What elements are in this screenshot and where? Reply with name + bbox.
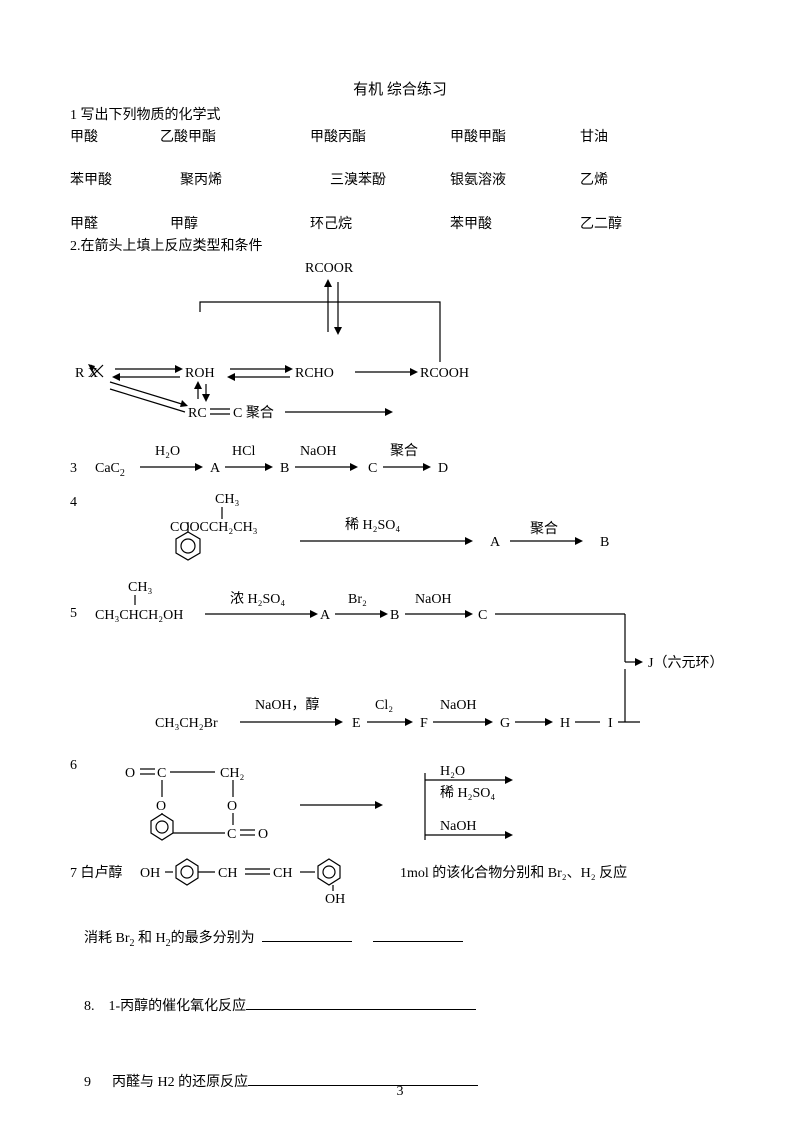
cell: 苯甲酸 xyxy=(450,214,580,236)
svg-text:O: O xyxy=(258,827,268,842)
svg-text:C: C xyxy=(157,766,166,781)
q6-dil: 稀 H₂SO₄ xyxy=(440,785,495,801)
q3-B: B xyxy=(280,461,289,476)
q2-prompt: 2.在箭头上填上反应类型和条件 xyxy=(70,236,730,258)
q4-num: 4 xyxy=(70,495,77,510)
q3-r4: 聚合 xyxy=(390,443,418,459)
q5-r3: NaOH xyxy=(415,592,452,607)
q5-ch3: CH₃ xyxy=(128,580,152,595)
svg-text:CaC2: CaC2 xyxy=(95,461,125,479)
svg-text:OH: OH xyxy=(140,866,160,881)
cell: 甲酸丙酯 xyxy=(310,127,450,149)
q3-A: A xyxy=(210,461,221,476)
c-poly-label: C 聚合 xyxy=(233,405,274,421)
q5-G: G xyxy=(500,716,510,731)
q5-num: 5 xyxy=(70,606,77,621)
q6-ch2: CH₂ xyxy=(220,766,244,781)
q4-ch3: CH₃ xyxy=(215,492,239,507)
blank[interactable] xyxy=(246,995,476,1010)
q1-row2: 苯甲酸 聚丙烯 三溴苯酚 银氨溶液 乙烯 xyxy=(70,170,730,192)
cell: 苯甲酸 xyxy=(70,170,180,192)
q7-num: 7 白卢醇 xyxy=(70,864,123,881)
rcc-label: RC xyxy=(188,406,207,421)
q5-r5: Cl₂ xyxy=(375,698,393,713)
cell: 甲醛 xyxy=(70,214,170,236)
rcho-label: RCHO xyxy=(295,366,334,381)
q4-ester: COOCCH₂CH₃ xyxy=(170,520,258,535)
q5-scheme: 5 CH₃ CH₃CHCH₂OH 浓 H₂SO₄ A Br₂ B NaOH C … xyxy=(70,577,750,747)
cell: 环己烷 xyxy=(310,214,450,236)
svg-text:C: C xyxy=(227,827,236,842)
cell: 乙二醇 xyxy=(580,214,622,236)
cell: 甲醇 xyxy=(170,214,310,236)
q5-I: I xyxy=(608,716,613,731)
q3-r3: NaOH xyxy=(300,444,337,459)
q5-r1: 浓 H₂SO₄ xyxy=(230,591,285,607)
q5-r2: Br₂ xyxy=(348,592,367,607)
q2-scheme: RCOOR R X ROH RCHO RCOOH RC C 聚合 xyxy=(70,257,730,437)
q5-F: F xyxy=(420,716,428,731)
q5-r6: NaOH xyxy=(440,698,477,713)
svg-text:CH: CH xyxy=(218,866,237,881)
q4-A: A xyxy=(490,535,501,550)
cell: 乙烯 xyxy=(580,170,608,192)
cell: 甲酸 xyxy=(70,127,160,149)
q5-E: E xyxy=(352,716,361,731)
q7-scheme: 7 白卢醇 OH CH CH OH 1mol 的该化合物分别和 Br₂、H₂ 反… xyxy=(70,855,750,905)
q8-line: 8. 1-丙醇的催化氧化反应 xyxy=(70,973,730,1039)
blank[interactable] xyxy=(262,927,352,942)
q5-start: CH₃CHCH₂OH xyxy=(95,608,183,623)
q5-J: J（六元环） xyxy=(648,655,723,671)
q3-scheme: 3 CaC2 H₂O A HCl B NaOH C 聚合 D xyxy=(70,437,730,481)
cell: 甲酸甲酯 xyxy=(450,127,580,149)
svg-text:OH: OH xyxy=(325,892,345,905)
page-number: 3 xyxy=(0,1084,800,1100)
q3-r2: HCl xyxy=(232,444,255,459)
q1-prompt: 1 写出下列物质的化学式 xyxy=(70,105,730,127)
q4-reag: 稀 H₂SO₄ xyxy=(345,517,400,533)
q3-D: D xyxy=(438,461,448,476)
q5-C: C xyxy=(478,608,487,623)
q5-r4: NaOH，醇 xyxy=(255,696,320,713)
q4-B: B xyxy=(600,535,609,550)
roh-label: ROH xyxy=(185,366,215,381)
page-title: 有机 综合练习 xyxy=(70,78,730,99)
q6-num: 6 xyxy=(70,758,77,773)
svg-text:O: O xyxy=(125,766,135,781)
rcoor-label: RCOOR xyxy=(305,261,354,276)
q6-h2o: H₂O xyxy=(440,764,465,779)
q3-r1: H₂O xyxy=(155,444,180,459)
q1-row3: 甲醛 甲醇 环己烷 苯甲酸 乙二醇 xyxy=(70,214,730,236)
svg-text:O: O xyxy=(156,799,166,814)
q6-scheme: 6 O C CH₂ O O C O H₂O 稀 H₂SO₄ NaOH xyxy=(70,755,730,855)
q5-start2: CH₃CH₂Br xyxy=(155,716,218,731)
svg-text:CH: CH xyxy=(273,866,292,881)
q5-B: B xyxy=(390,608,399,623)
q7-line2: 消耗 Br2 和 H2的最多分别为 xyxy=(70,905,730,973)
q3-C: C xyxy=(368,461,377,476)
cell: 银氨溶液 xyxy=(450,170,580,192)
q6-naoh: NaOH xyxy=(440,819,477,834)
q1-row1: 甲酸 乙酸甲酯 甲酸丙酯 甲酸甲酯 甘油 xyxy=(70,127,730,149)
cell: 甘油 xyxy=(580,127,608,149)
q3-num: 3 xyxy=(70,461,77,476)
blank[interactable] xyxy=(373,927,463,942)
svg-text:O: O xyxy=(227,799,237,814)
rcooh-label: RCOOH xyxy=(420,366,469,381)
cell: 三溴苯酚 xyxy=(330,170,450,192)
q5-H: H xyxy=(560,716,570,731)
q7-tail: 1mol 的该化合物分别和 Br₂、H₂ 反应 xyxy=(400,864,627,881)
q9-line: 9 丙醛与 H2 的还原反应 xyxy=(70,1049,730,1115)
cell: 乙酸甲酯 xyxy=(160,127,310,149)
q4-scheme: 4 CH₃ COOCCH₂CH₃ 稀 H₂SO₄ A 聚合 B xyxy=(70,491,730,571)
q4-poly: 聚合 xyxy=(530,521,558,537)
cell: 聚丙烯 xyxy=(180,170,330,192)
q5-A: A xyxy=(320,608,331,623)
